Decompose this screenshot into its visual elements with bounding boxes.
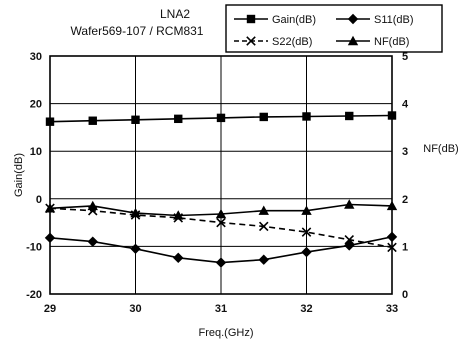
data-point — [386, 231, 398, 243]
y-tick-label: 10 — [30, 146, 42, 158]
data-point — [45, 117, 55, 126]
data-point — [344, 199, 355, 209]
y-tick-label: 20 — [30, 99, 42, 111]
x-axis-label: Freq.(GHz) — [199, 327, 254, 339]
legend-entry: S22(dB) — [234, 36, 312, 48]
x-tick-label: 32 — [300, 303, 312, 315]
y2-tick-label: 4 — [402, 99, 409, 111]
chart-subtitle: Wafer569-107 / RCM831 — [71, 24, 204, 38]
y-axis-ticks: 30 20 10 0 -10 -20 — [26, 51, 42, 301]
x-tick-label: 29 — [44, 303, 56, 315]
data-point — [173, 210, 184, 220]
legend-entry: Gain(dB) — [234, 14, 316, 26]
data-point — [87, 236, 98, 247]
data-point — [215, 208, 227, 219]
data-point — [258, 221, 269, 232]
y2-axis-ticks: 5 4 3 2 1 0 — [402, 51, 409, 301]
data-point — [387, 111, 397, 120]
y2-tick-label: 1 — [402, 241, 408, 253]
x-tick-label: 33 — [386, 303, 398, 315]
legend-label: S11(dB) — [374, 14, 414, 26]
data-point — [88, 116, 97, 125]
x-tick-label: 31 — [215, 303, 227, 315]
data-point — [216, 113, 226, 123]
data-point — [301, 246, 312, 258]
chart-title: LNA2 — [160, 7, 190, 21]
series-triangle — [44, 199, 398, 220]
y-tick-label: 0 — [36, 194, 42, 206]
y-tick-label: -10 — [26, 241, 42, 253]
series-diamond — [44, 231, 398, 268]
y2-tick-label: 5 — [402, 51, 408, 63]
legend-entry: NF(dB) — [336, 35, 409, 48]
data-point — [130, 207, 141, 218]
data-point — [131, 115, 140, 124]
y-axis-label: Gain(dB) — [13, 153, 25, 197]
data-point — [301, 205, 312, 215]
series-layer — [44, 111, 398, 268]
legend-label: NF(dB) — [374, 36, 409, 48]
data-point — [44, 203, 56, 213]
data-point — [216, 217, 226, 228]
y2-tick-label: 0 — [402, 289, 408, 301]
y2-tick-label: 2 — [402, 194, 408, 206]
data-point — [173, 252, 184, 264]
x-tick-label: 30 — [129, 303, 141, 315]
y2-tick-label: 3 — [402, 146, 408, 158]
data-point — [386, 200, 398, 211]
data-point — [345, 111, 354, 121]
legend-entry: S11(dB) — [336, 13, 414, 26]
data-point — [259, 112, 268, 122]
legend: Gain(dB) S11(dB) S22(dB) NF(dB) — [225, 4, 443, 53]
data-point — [258, 254, 269, 265]
data-point — [215, 257, 227, 268]
data-point — [302, 112, 311, 121]
data-point — [130, 243, 141, 254]
y-tick-label: -20 — [26, 289, 42, 301]
y-tick-label: 30 — [30, 51, 42, 63]
legend-box — [225, 4, 443, 53]
data-point — [258, 205, 269, 215]
data-point — [87, 200, 98, 211]
series-square — [45, 111, 397, 126]
data-point — [301, 227, 312, 237]
legend-marker — [347, 13, 359, 25]
legend-marker — [246, 14, 256, 24]
legend-marker — [246, 36, 256, 46]
data-point — [344, 234, 355, 245]
data-point — [174, 114, 183, 124]
legend-marker — [347, 35, 359, 46]
x-axis-ticks: 29 30 31 32 33 — [44, 303, 398, 315]
plot-area — [49, 55, 393, 295]
data-point — [344, 240, 355, 251]
y2-axis-label: NF(dB) — [423, 143, 458, 155]
legend-label: Gain(dB) — [272, 14, 316, 26]
legend-label: S22(dB) — [272, 36, 312, 48]
data-point — [387, 242, 397, 253]
data-point — [44, 232, 56, 244]
